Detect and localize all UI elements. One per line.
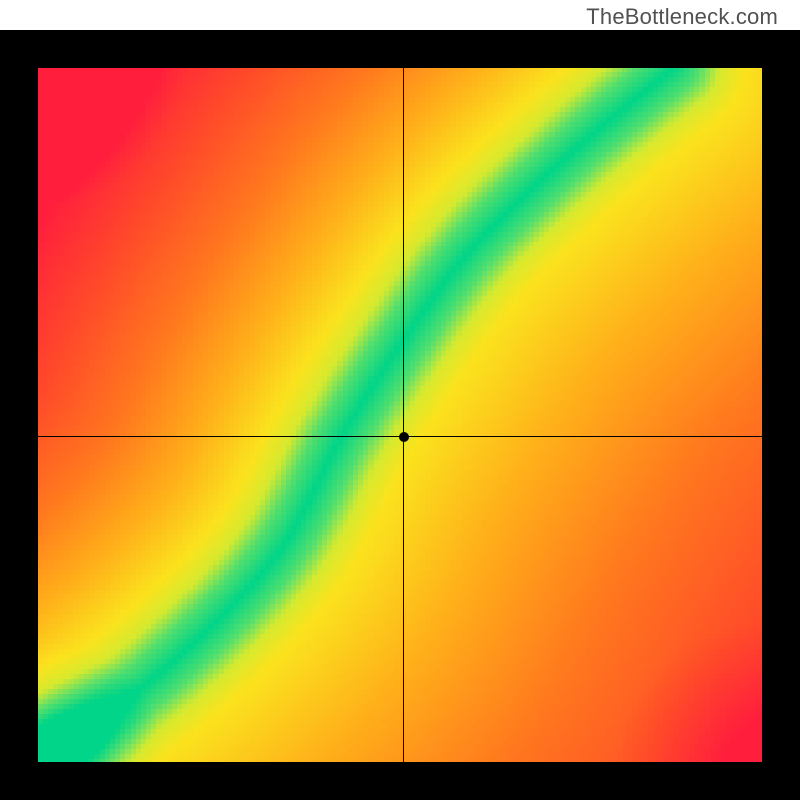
plot-border-right <box>762 30 800 800</box>
watermark-text: TheBottleneck.com <box>586 4 778 30</box>
plot-border-top <box>0 30 800 68</box>
crosshair-vertical <box>403 68 404 764</box>
crosshair-marker <box>399 432 409 442</box>
plot-border-left <box>0 30 38 800</box>
bottleneck-heatmap <box>38 68 762 764</box>
plot-border-bottom <box>0 762 800 800</box>
